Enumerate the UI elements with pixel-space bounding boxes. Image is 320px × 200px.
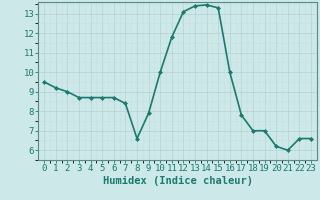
X-axis label: Humidex (Indice chaleur): Humidex (Indice chaleur) (103, 176, 252, 186)
